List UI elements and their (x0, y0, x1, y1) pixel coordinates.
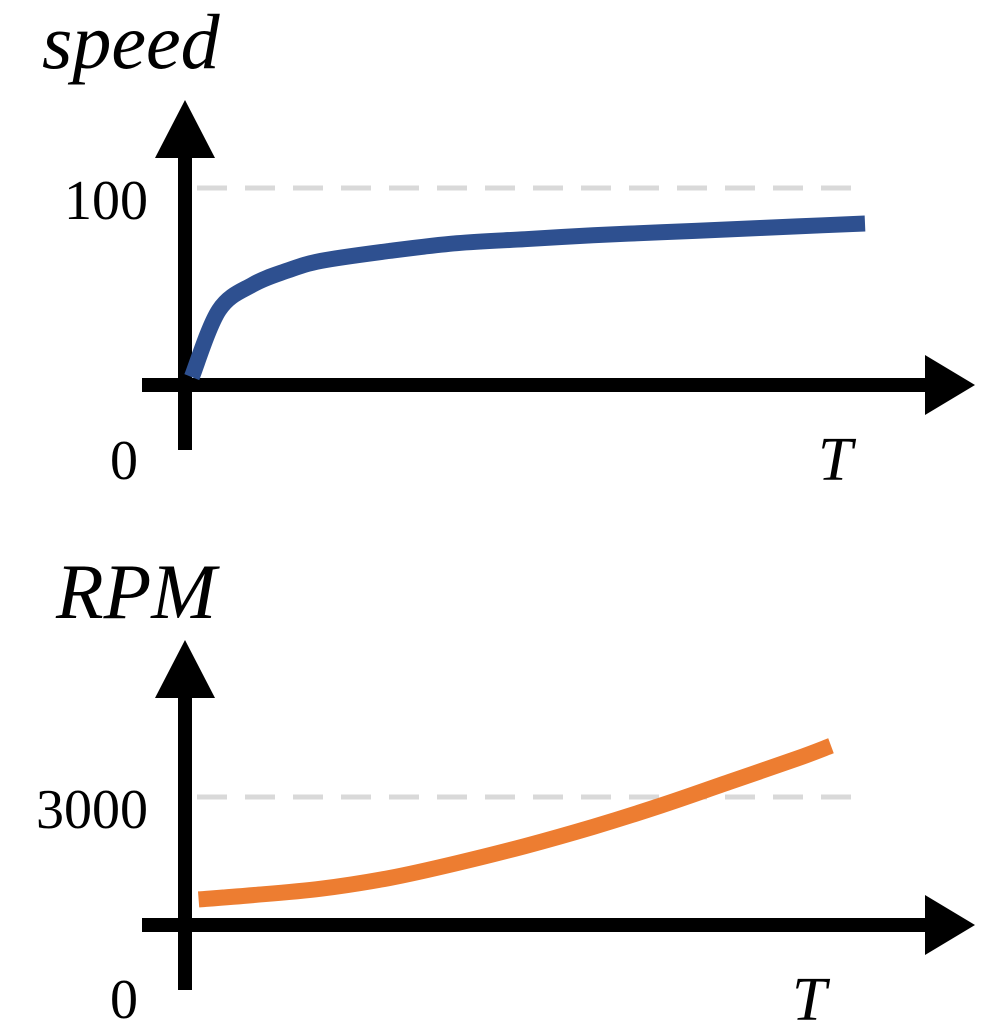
rpm-y-axis-arrow (155, 640, 215, 698)
speed-chart: speed 100 0 T (42, 0, 975, 494)
rpm-x-axis-title: T (792, 966, 831, 1033)
speed-x-axis-arrow (925, 355, 975, 415)
speed-y-axis-arrow (155, 100, 215, 158)
speed-y-tick-top: 100 (64, 170, 148, 232)
rpm-chart: RPM 3000 0 T (36, 548, 975, 1033)
speed-x-axis-title: T (818, 426, 857, 494)
speed-y-tick-zero: 0 (110, 430, 138, 492)
speed-y-axis-title: speed (42, 0, 221, 85)
rpm-x-axis-arrow (925, 895, 975, 955)
rpm-y-axis-title: RPM (55, 548, 220, 635)
rpm-y-tick-zero: 0 (110, 969, 138, 1031)
rpm-y-tick-top: 3000 (36, 779, 148, 841)
speed-series-line (184, 215, 866, 381)
rpm-series-line (197, 738, 834, 908)
